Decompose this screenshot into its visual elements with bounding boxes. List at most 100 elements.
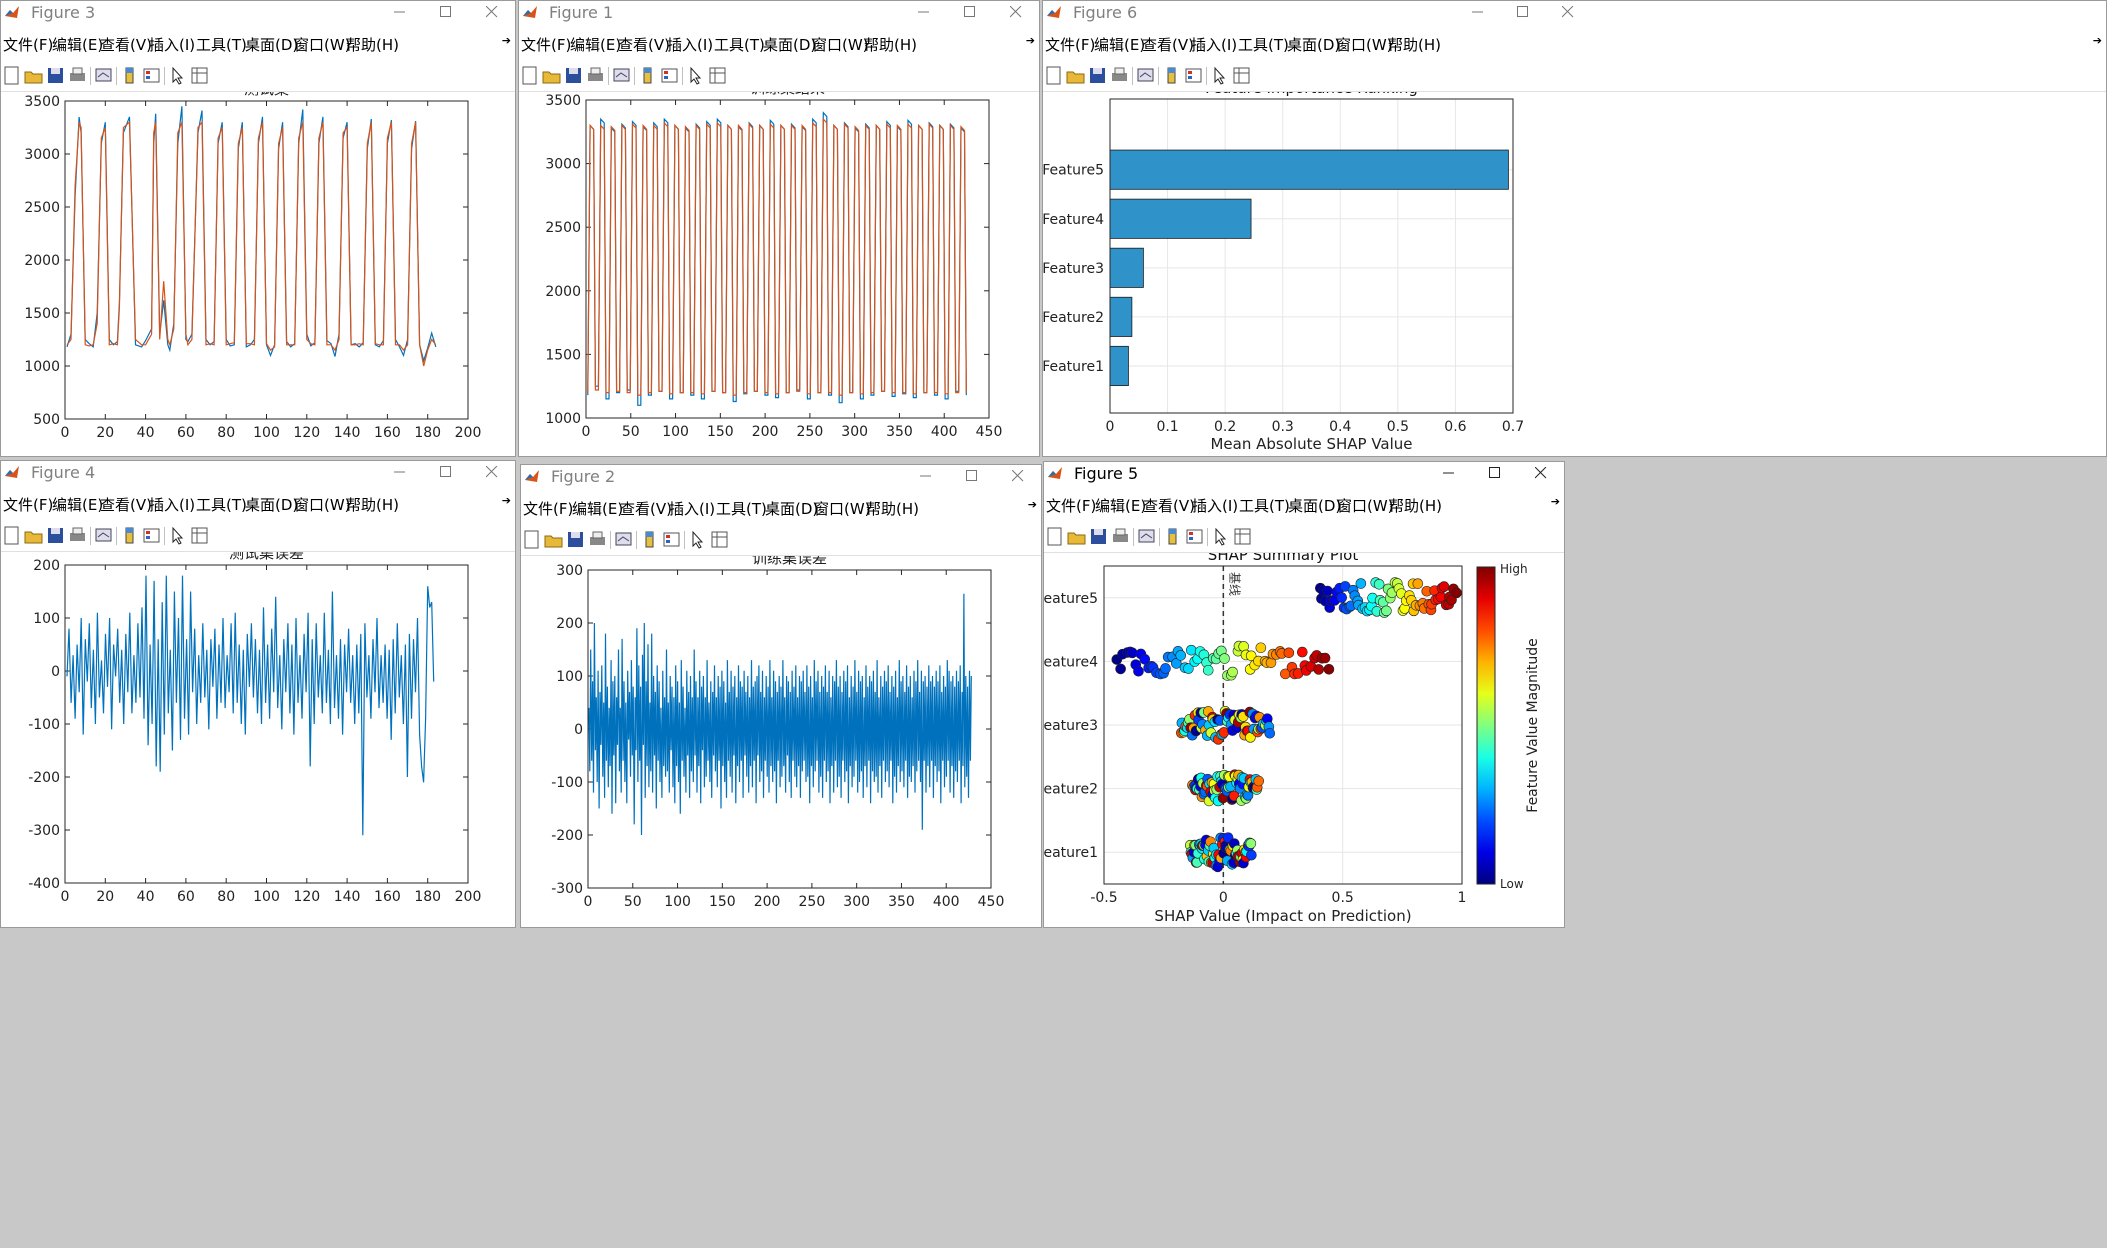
pointer-icon[interactable] [1209,65,1231,87]
maximize-button[interactable] [423,1,469,23]
property-editor-icon[interactable] [707,65,729,87]
menu-item[interactable]: 帮助(H) [864,36,917,54]
save-icon[interactable] [565,529,587,551]
menu-item[interactable]: 文件(F) [3,36,54,54]
menu-overflow-icon[interactable]: ➔ [1027,498,1037,511]
colorbar-icon[interactable] [1162,526,1184,548]
menu-item[interactable]: 帮助(H) [1388,36,1441,54]
legend-icon[interactable] [659,65,681,87]
menu-item[interactable]: 窗口(W) [1336,36,1393,54]
link-figure-icon[interactable] [613,529,635,551]
close-button[interactable] [469,461,515,483]
save-icon[interactable] [1088,526,1110,548]
close-button[interactable] [1545,1,1591,23]
property-editor-icon[interactable] [189,525,211,547]
pointer-icon[interactable] [685,65,707,87]
menu-item[interactable]: 帮助(H) [346,496,399,514]
pointer-icon[interactable] [1210,526,1232,548]
new-figure-icon[interactable] [1044,526,1066,548]
link-figure-icon[interactable] [93,65,115,87]
menu-item[interactable]: 查看(V) [1142,36,1194,54]
maximize-button[interactable] [949,465,995,487]
legend-icon[interactable] [661,529,683,551]
save-icon[interactable] [45,525,67,547]
menu-item[interactable]: 桌面(D) [245,496,299,514]
title-bar[interactable]: Figure 2 [521,465,1041,489]
colorbar-icon[interactable] [639,529,661,551]
menu-item[interactable]: 编辑(E) [570,36,622,54]
property-editor-icon[interactable] [709,529,731,551]
print-icon[interactable] [587,529,609,551]
menu-item[interactable]: 窗口(W) [294,496,351,514]
new-figure-icon[interactable] [521,529,543,551]
open-file-icon[interactable] [541,65,563,87]
menu-overflow-icon[interactable]: ➔ [1025,34,1035,47]
save-icon[interactable] [1087,65,1109,87]
menu-item[interactable]: 桌面(D) [763,36,817,54]
menu-item[interactable]: 工具(T) [1238,36,1289,54]
link-figure-icon[interactable] [93,525,115,547]
colorbar-icon[interactable] [119,525,141,547]
colorbar-icon[interactable] [1161,65,1183,87]
menu-item[interactable]: 文件(F) [521,36,572,54]
title-bar[interactable]: Figure 3 [1,1,515,25]
close-button[interactable] [995,465,1041,487]
menu-item[interactable]: 查看(V) [618,36,670,54]
open-file-icon[interactable] [1066,526,1088,548]
pointer-icon[interactable] [687,529,709,551]
menu-item[interactable]: 查看(V) [100,36,152,54]
open-file-icon[interactable] [1065,65,1087,87]
menu-item[interactable]: 工具(T) [1239,497,1290,515]
pointer-icon[interactable] [167,65,189,87]
menu-item[interactable]: 工具(T) [196,36,247,54]
title-bar[interactable]: Figure 6 [1043,1,2106,25]
minimize-button[interactable] [377,461,423,483]
menu-item[interactable]: 插入(I) [1192,497,1239,515]
minimize-button[interactable] [901,1,947,23]
menu-item[interactable]: 桌面(D) [1287,36,1341,54]
colorbar-icon[interactable] [119,65,141,87]
open-file-icon[interactable] [23,525,45,547]
menu-item[interactable]: 插入(I) [669,500,716,518]
open-file-icon[interactable] [543,529,565,551]
menu-item[interactable]: 编辑(E) [52,36,104,54]
menu-item[interactable]: 窗口(W) [812,36,869,54]
menu-item[interactable]: 桌面(D) [1288,497,1342,515]
menu-item[interactable]: 查看(V) [100,496,152,514]
menu-overflow-icon[interactable]: ➔ [501,34,511,47]
menu-item[interactable]: 编辑(E) [52,496,104,514]
pointer-icon[interactable] [167,525,189,547]
menu-item[interactable]: 插入(I) [1191,36,1238,54]
property-editor-icon[interactable] [189,65,211,87]
title-bar[interactable]: Figure 5 [1044,462,1564,486]
print-icon[interactable] [1110,526,1132,548]
maximize-button[interactable] [423,461,469,483]
menu-item[interactable]: 插入(I) [667,36,714,54]
menu-item[interactable]: 查看(V) [1143,497,1195,515]
menu-item[interactable]: 文件(F) [1045,36,1096,54]
title-bar[interactable]: Figure 4 [1,461,515,485]
new-figure-icon[interactable] [1,525,23,547]
menu-item[interactable]: 桌面(D) [245,36,299,54]
menu-item[interactable]: 工具(T) [196,496,247,514]
close-button[interactable] [1518,462,1564,484]
title-bar[interactable]: Figure 1 [519,1,1039,25]
print-icon[interactable] [67,525,89,547]
open-file-icon[interactable] [23,65,45,87]
menu-item[interactable]: 文件(F) [523,500,574,518]
menu-item[interactable]: 文件(F) [1046,497,1097,515]
property-editor-icon[interactable] [1232,526,1254,548]
maximize-button[interactable] [1472,462,1518,484]
menu-item[interactable]: 插入(I) [149,36,196,54]
menu-overflow-icon[interactable]: ➔ [501,494,511,507]
print-icon[interactable] [585,65,607,87]
minimize-button[interactable] [903,465,949,487]
legend-icon[interactable] [1183,65,1205,87]
save-icon[interactable] [563,65,585,87]
close-button[interactable] [469,1,515,23]
menu-item[interactable]: 编辑(E) [1095,497,1147,515]
menu-item[interactable]: 编辑(E) [572,500,624,518]
menu-item[interactable]: 文件(F) [3,496,54,514]
menu-item[interactable]: 窗口(W) [294,36,351,54]
colorbar-icon[interactable] [637,65,659,87]
